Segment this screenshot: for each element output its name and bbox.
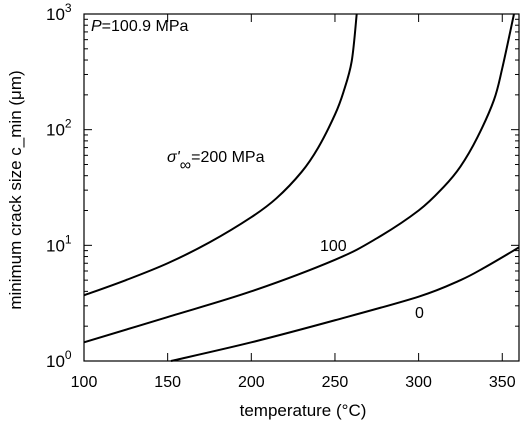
- x-tick-label: 250: [322, 374, 349, 391]
- axis-ticks: 100 150 200 250 300 350 100 101 102 103: [46, 1, 519, 391]
- series-line-2: [170, 246, 520, 362]
- x-tick-label: 350: [489, 374, 516, 391]
- x-tick-label: 100: [71, 374, 98, 391]
- y-axis-label: minimum crack size c_min (μm): [6, 70, 25, 309]
- y-tick-label: 101: [46, 232, 72, 255]
- y-tick-label: 102: [46, 117, 72, 140]
- series-label-100: 100: [320, 238, 347, 255]
- y-tick-label: 103: [46, 1, 72, 24]
- x-tick-label: 300: [405, 374, 432, 391]
- annotation-pressure: P=100.9 MPa: [91, 18, 189, 35]
- plot-frame: [83, 13, 520, 362]
- series-label-0: 0: [415, 305, 424, 322]
- y-tick-label: 100: [46, 348, 72, 371]
- series-line-0: [83, 13, 358, 297]
- x-tick-label: 150: [154, 374, 181, 391]
- series-lines: [83, 13, 520, 362]
- series-line-1: [83, 13, 515, 344]
- x-axis-label: temperature (°C): [240, 401, 367, 420]
- series-label-200: σ'∞=200 MPa: [167, 149, 265, 174]
- x-tick-label: 200: [238, 374, 265, 391]
